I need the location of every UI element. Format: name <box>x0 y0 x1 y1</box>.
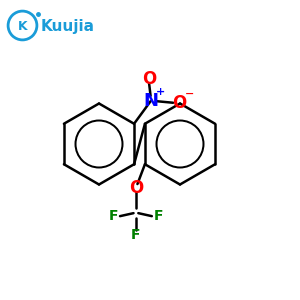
Text: O: O <box>172 94 186 112</box>
Text: F: F <box>131 228 141 242</box>
Text: +: + <box>155 87 165 97</box>
Text: F: F <box>109 209 118 223</box>
Text: F: F <box>154 209 163 223</box>
Text: O: O <box>142 70 156 88</box>
Text: O: O <box>129 178 143 197</box>
Text: N: N <box>143 92 158 110</box>
Text: −: − <box>185 89 194 99</box>
Text: Kuujia: Kuujia <box>40 19 94 34</box>
Text: K: K <box>18 20 27 33</box>
